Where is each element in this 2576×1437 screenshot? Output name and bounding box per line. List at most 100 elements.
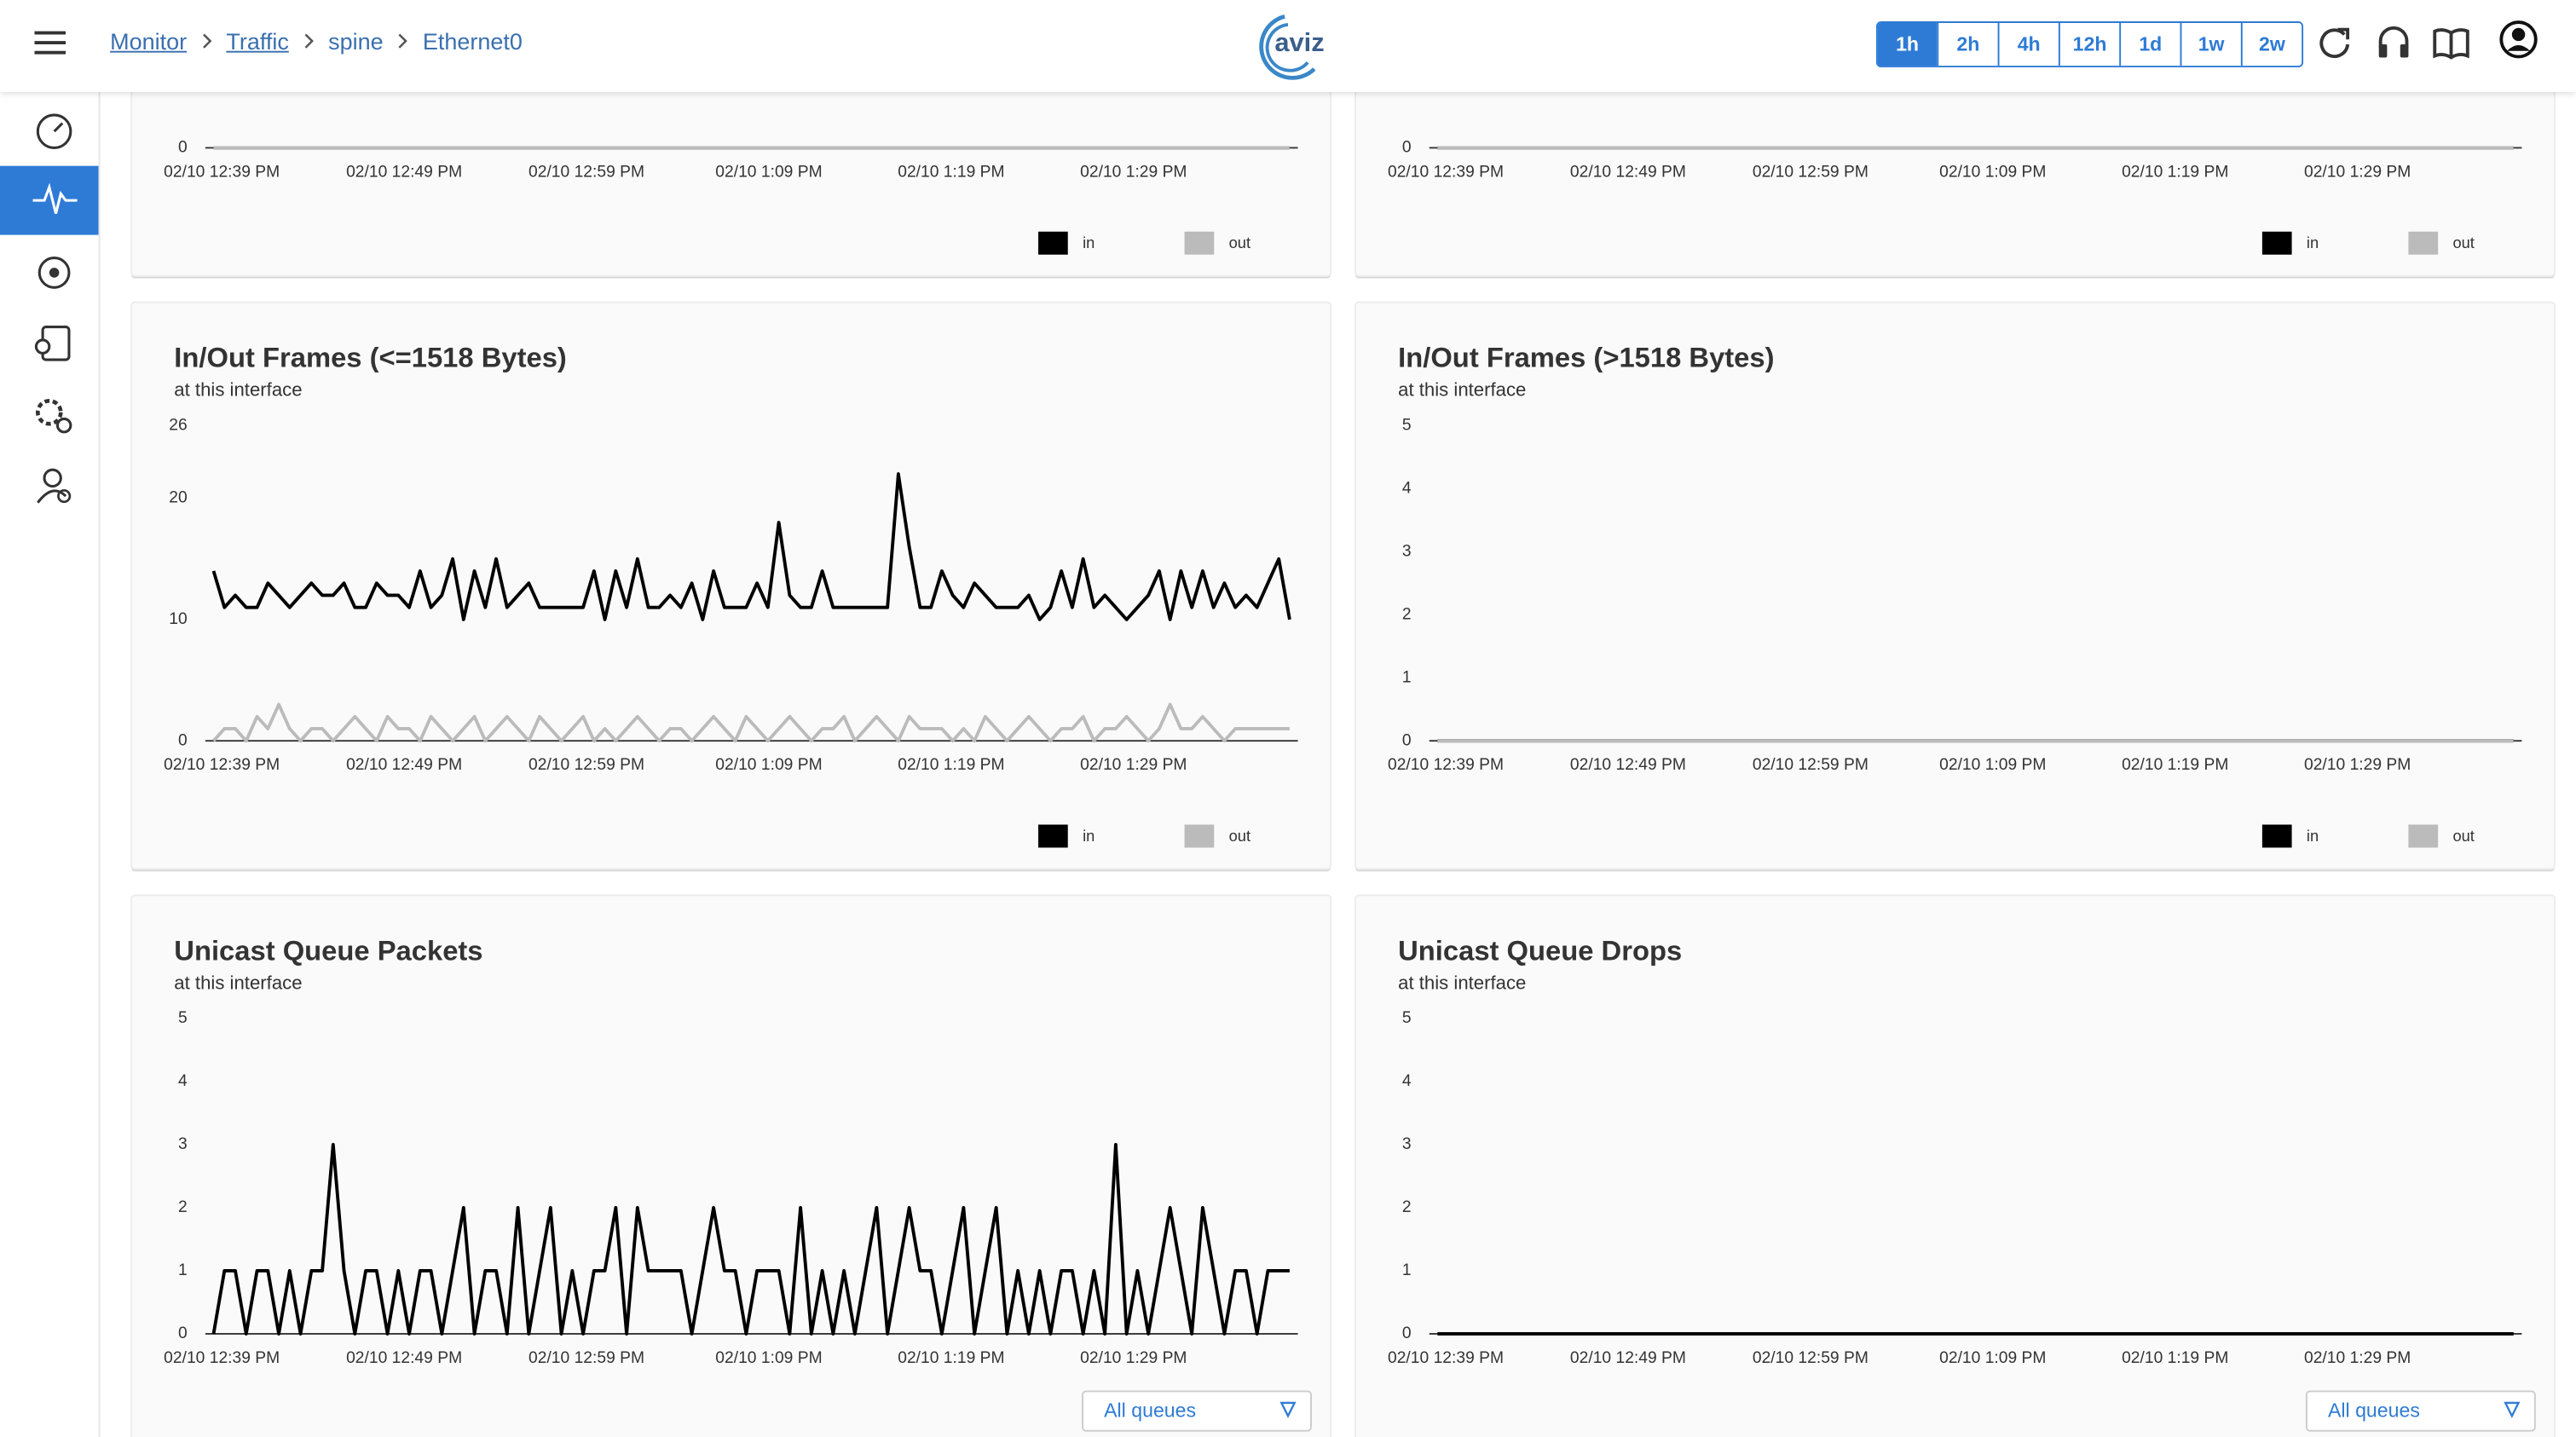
x-tick-label: 02/10 12:49 PM	[1570, 756, 1686, 774]
legend-label[interactable]: out	[1229, 827, 1250, 845]
user-admin-icon[interactable]	[37, 468, 72, 504]
x-tick-label: 02/10 1:09 PM	[715, 163, 822, 181]
time-range-button[interactable]: 1d	[2119, 22, 2180, 66]
config-icon[interactable]	[34, 325, 71, 361]
x-tick-label: 02/10 12:49 PM	[346, 1349, 462, 1367]
filter-box[interactable]	[2305, 1390, 2536, 1432]
y-tick-label: 2	[1402, 1198, 1412, 1216]
breadcrumb-item: spine	[328, 27, 384, 55]
x-tick-label: 02/10 12:59 PM	[1753, 756, 1868, 774]
x-tick-label: 02/10 12:39 PM	[164, 756, 280, 774]
x-tick-label: 02/10 1:09 PM	[1939, 163, 2046, 181]
filter-label[interactable]: All queues	[2328, 1399, 2420, 1422]
time-range-button[interactable]: 12h	[2058, 22, 2120, 66]
x-tick-label: 02/10 12:59 PM	[1753, 163, 1868, 181]
panel-background	[1354, 894, 2556, 1437]
legend-swatch[interactable]	[1038, 824, 1068, 848]
y-tick-label: 0	[1402, 1324, 1412, 1342]
chart-title: Unicast Queue Packets	[174, 934, 482, 966]
legend-label[interactable]: in	[1083, 234, 1095, 251]
filter-box[interactable]	[1082, 1390, 1312, 1432]
y-tick-label: 1	[1402, 668, 1412, 686]
x-tick-label: 02/10 1:19 PM	[2122, 756, 2228, 774]
queue-filter[interactable]: All queues	[1082, 1390, 1312, 1432]
x-tick-label: 02/10 12:59 PM	[528, 163, 644, 181]
refresh-icon[interactable]	[2316, 25, 2352, 61]
y-tick-label: 4	[178, 1072, 188, 1090]
legend-label[interactable]: out	[1229, 234, 1250, 251]
x-tick-label: 02/10 12:59 PM	[528, 1349, 644, 1367]
traffic-icon[interactable]	[32, 182, 78, 214]
y-tick-label: 4	[1402, 479, 1412, 497]
x-tick-label: 02/10 12:59 PM	[1753, 1349, 1868, 1367]
logo: aviz	[1259, 14, 1325, 80]
breadcrumb-item[interactable]: Traffic	[226, 27, 289, 55]
menu-icon[interactable]	[34, 30, 66, 56]
legend-label[interactable]: out	[2452, 827, 2474, 845]
legend-swatch[interactable]	[1184, 824, 1215, 848]
breadcrumb-item[interactable]: Monitor	[110, 27, 188, 55]
legend-swatch[interactable]	[2261, 231, 2292, 255]
y-tick-label: 5	[1402, 1009, 1412, 1027]
x-tick-label: 02/10 1:09 PM	[715, 1349, 822, 1367]
y-tick-label: 0	[178, 731, 188, 749]
filter-arrow[interactable]	[1279, 1401, 1297, 1418]
time-range-button[interactable]: 1w	[2180, 22, 2241, 66]
legend-label[interactable]: out	[2452, 234, 2474, 251]
topology-icon[interactable]	[38, 257, 71, 289]
chart-title: In/Out Frames (>1518 Bytes)	[1398, 342, 1774, 373]
breadcrumb-separator	[398, 33, 408, 49]
series-line	[212, 702, 1290, 743]
x-tick-label: 02/10 1:29 PM	[1080, 163, 1187, 181]
time-range-button[interactable]: 4h	[1997, 22, 2059, 66]
x-tick-label: 02/10 1:29 PM	[1080, 1349, 1187, 1367]
x-tick-label: 02/10 1:29 PM	[1080, 756, 1187, 774]
time-range-button[interactable]: 2w	[2240, 22, 2302, 66]
y-tick-label: 0	[1402, 731, 1412, 749]
support-icon[interactable]	[2376, 25, 2411, 61]
user-icon[interactable]	[2498, 20, 2538, 59]
settings-icon[interactable]	[36, 398, 72, 434]
chart-subtitle: at this interface	[1398, 972, 1526, 993]
legend-label[interactable]: in	[2307, 827, 2319, 845]
chart-title: Unicast Queue Drops	[1398, 934, 1682, 966]
panel-background	[1354, 301, 2556, 870]
queue-filter[interactable]: All queues	[2305, 1390, 2536, 1432]
y-tick-label: 3	[1402, 542, 1412, 560]
legend-swatch[interactable]	[1038, 231, 1068, 255]
sidebar-icons	[0, 113, 99, 504]
breadcrumb-separator	[202, 33, 211, 49]
legend-swatch[interactable]	[1184, 231, 1215, 255]
chart-subtitle: at this interface	[174, 379, 302, 401]
chart-title: In/Out Frames (<=1518 Bytes)	[174, 342, 567, 373]
x-tick-label: 02/10 12:39 PM	[1388, 1349, 1504, 1367]
legend-swatch[interactable]	[2261, 824, 2292, 848]
filter-arrow[interactable]	[2504, 1401, 2521, 1418]
panel-background	[130, 894, 1332, 1437]
series-line	[211, 472, 1291, 621]
chevron	[304, 33, 314, 49]
y-tick-label: 5	[1402, 416, 1412, 434]
docs-icon[interactable]	[2431, 25, 2470, 61]
x-tick-label: 02/10 1:29 PM	[2304, 756, 2411, 774]
legend-label[interactable]: in	[2307, 234, 2319, 251]
x-tick-label: 02/10 12:49 PM	[1570, 163, 1686, 181]
legend-swatch[interactable]	[2408, 231, 2439, 255]
x-tick-label: 02/10 1:29 PM	[2304, 1349, 2411, 1367]
legend-swatch[interactable]	[2408, 824, 2439, 848]
dashboard-icon[interactable]	[36, 113, 72, 149]
logo-text: aviz	[1274, 27, 1324, 57]
time-range-button[interactable]: 2h	[1937, 22, 1998, 66]
time-range-button[interactable]: 1h	[1877, 22, 1938, 66]
active-nav[interactable]	[0, 165, 99, 235]
chevron	[202, 33, 211, 49]
legend-label[interactable]: in	[1083, 827, 1095, 845]
chart-subtitle: at this interface	[174, 972, 302, 993]
x-tick-label: 02/10 1:19 PM	[898, 1349, 1004, 1367]
x-tick-label: 02/10 12:59 PM	[528, 756, 644, 774]
filter-label[interactable]: All queues	[1104, 1399, 1196, 1422]
series-line	[211, 1143, 1290, 1336]
chart-panel: In/Out Frames (>1518 Bytes) at this inter…	[1354, 301, 2556, 872]
